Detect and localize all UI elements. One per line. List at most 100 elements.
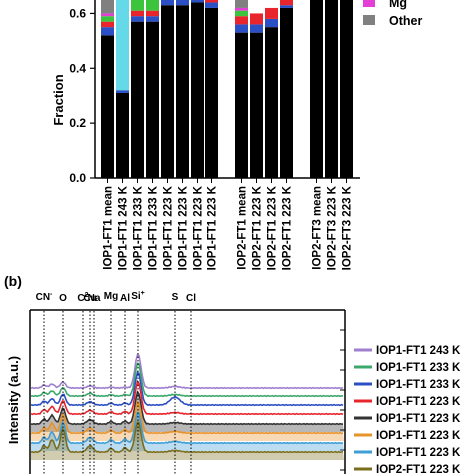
bar-segment [131, 21, 144, 179]
bar-segment [101, 35, 114, 178]
bar-segment [131, 10, 144, 17]
x-tick-label: IOP1-FT1 233 K [133, 185, 145, 270]
bar-segment [280, 0, 293, 6]
spectrum-fill [31, 422, 344, 460]
bar-segment [176, 5, 189, 179]
y-ticks: 0.0 0.2 0.4 0.6 [69, 6, 95, 185]
bar-stack [280, 0, 293, 179]
x-tick-label: IOP1-FT1 223 K [163, 185, 175, 270]
bar-stack [235, 0, 248, 178]
spectrum-fill [31, 392, 344, 432]
bar-segment [101, 16, 114, 22]
spectrum-fill [31, 401, 344, 441]
legend-b: IOP1-FT1 243 K IOP1-FT1 233 K IOP1-FT1 233… [354, 345, 461, 474]
y-tick-label: 0.6 [69, 6, 86, 20]
bar-stack [265, 7, 278, 179]
legend-b-label: IOP1-FT1 223 K [376, 430, 461, 442]
bar-stack [146, 0, 159, 179]
bar-segment [235, 0, 248, 8]
x-tick-label: IOP2-FT3 223 K [342, 185, 354, 270]
peak-label: Na [88, 293, 101, 304]
bar-segment [161, 5, 174, 179]
bar-segment [250, 24, 263, 33]
peak-label-mark: 2 [85, 292, 89, 299]
bar-segment [191, 2, 204, 179]
bar-segment [340, 0, 353, 178]
bar-segment [191, 0, 204, 3]
x-tick-label: IOP1-FT1 223 K [207, 185, 219, 270]
peak-label: C2 [77, 292, 88, 304]
bar-segment [325, 0, 338, 178]
bar-segment [101, 13, 114, 17]
spectrum-line [30, 400, 344, 435]
spectrum-line [30, 353, 344, 390]
bar-segment [116, 0, 129, 91]
bar-segment [146, 10, 159, 17]
x-tick-label: IOP1-FT1 mean [103, 186, 115, 270]
spectrum-line [30, 379, 344, 416]
bar-stack [191, 0, 204, 179]
x-tick-label: IOP2-FT1 mean [237, 186, 249, 270]
legend-b-label: IOP1-FT1 233 K [376, 379, 461, 391]
bar-segment [265, 18, 278, 28]
spectrum-line [30, 370, 344, 407]
bar-stack [325, 0, 338, 178]
bar-segment [116, 92, 129, 178]
bar-segment [250, 32, 263, 178]
bar-segment [131, 16, 144, 22]
bar-segment [280, 5, 293, 8]
peak-label: S [172, 292, 179, 303]
legend-b-label: IOP1-FT1 243 K [376, 345, 461, 357]
spectrum-line [30, 411, 344, 445]
legend-label: Mg [389, 0, 407, 10]
x-tick-label: IOP1-FT1 223 K [178, 185, 190, 270]
bar-segment [235, 32, 248, 178]
legend-b-label: IOP2-FT1 223 K [376, 464, 461, 474]
bar-segment [235, 10, 248, 17]
legend-swatch [363, 0, 375, 7]
bar-segment [101, 27, 114, 36]
bar-segment [131, 0, 144, 11]
bar-stack [116, 0, 129, 178]
legend-swatch [363, 15, 375, 25]
bar-segment [205, 0, 218, 3]
bar-stack [205, 0, 218, 179]
peak-label: Al [120, 293, 130, 304]
bar-segment [310, 0, 323, 178]
x-tick-label: IOP2-FT1 223 K [252, 185, 264, 270]
peak-label: Si+ [131, 290, 145, 302]
peak-label: Cl [186, 293, 196, 304]
bar-stack [340, 0, 353, 178]
x-tick-labels: IOP1-FT1 mean IOP1-FT1 243 K IOP1-FT1 233 … [103, 178, 354, 270]
bar-segment [265, 27, 278, 179]
peak-label-mark: + [141, 290, 145, 297]
x-tick-label: IOP1-FT1 243 K [118, 185, 130, 270]
x-tick-label: IOP2-FT1 223 K [282, 185, 294, 270]
bar-segment [101, 21, 114, 28]
bar-stack [101, 0, 114, 178]
bar-segment [235, 24, 248, 33]
bar-segment [280, 7, 293, 179]
bar-stack [250, 13, 263, 178]
bar-segment [146, 21, 159, 179]
x-tick-label: IOP1-FT1 233 K [148, 185, 160, 270]
panel-a-stacked-bar-chart: 0.0 0.2 0.4 0.6 IOP1-FT1 mean IOP1-FT1 243 K… [51, 0, 422, 270]
bar-segment [161, 0, 174, 6]
x-tick-label: IOP2-FT3 mean [312, 186, 324, 270]
legend: Mg Other [363, 0, 422, 28]
stacked-bars [101, 0, 353, 179]
legend-label: Other [389, 14, 422, 28]
bar-segment [176, 0, 189, 6]
bar-stack [176, 0, 189, 179]
bar-segment [235, 16, 248, 25]
legend-b-label: IOP1-FT1 223 K [376, 396, 461, 408]
peak-label: Mg [104, 291, 118, 302]
spectrum-fill [31, 412, 344, 451]
peak-label-mark: - [50, 291, 53, 298]
bar-segment [205, 2, 218, 8]
y-tick-label: 0.4 [69, 61, 86, 75]
x-tick-label: IOP1-FT1 223 K [193, 185, 205, 270]
legend-b-label: IOP1-FT1 233 K [376, 362, 461, 374]
